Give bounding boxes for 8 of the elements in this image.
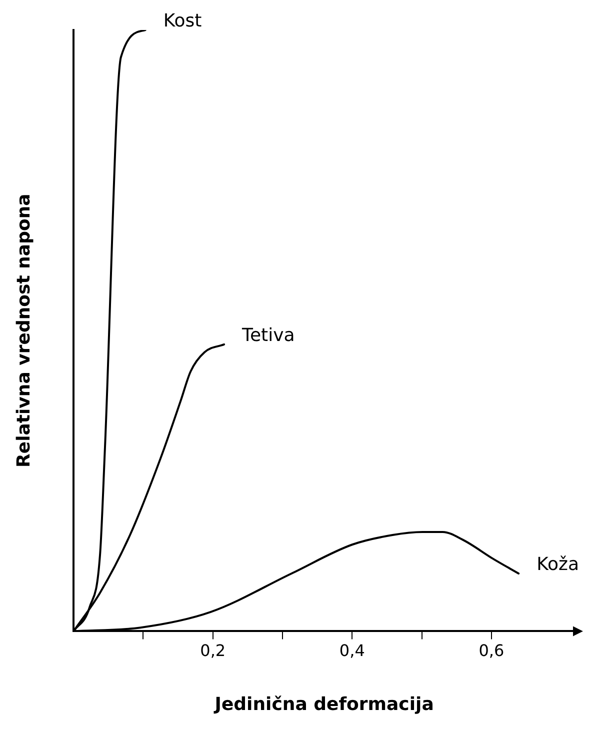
x-tick-label: 0,6 — [478, 640, 504, 660]
series-label: Kost — [163, 10, 202, 32]
x-tick-label: 0,4 — [339, 640, 365, 660]
x-axis-title: Jedinična deformacija — [212, 694, 434, 715]
series-label: Tetiva — [241, 325, 295, 346]
y-axis-title: Relativna vrednost napona — [13, 194, 34, 468]
x-tick-label: 0,2 — [200, 640, 226, 660]
series-label: Koža — [536, 554, 579, 576]
